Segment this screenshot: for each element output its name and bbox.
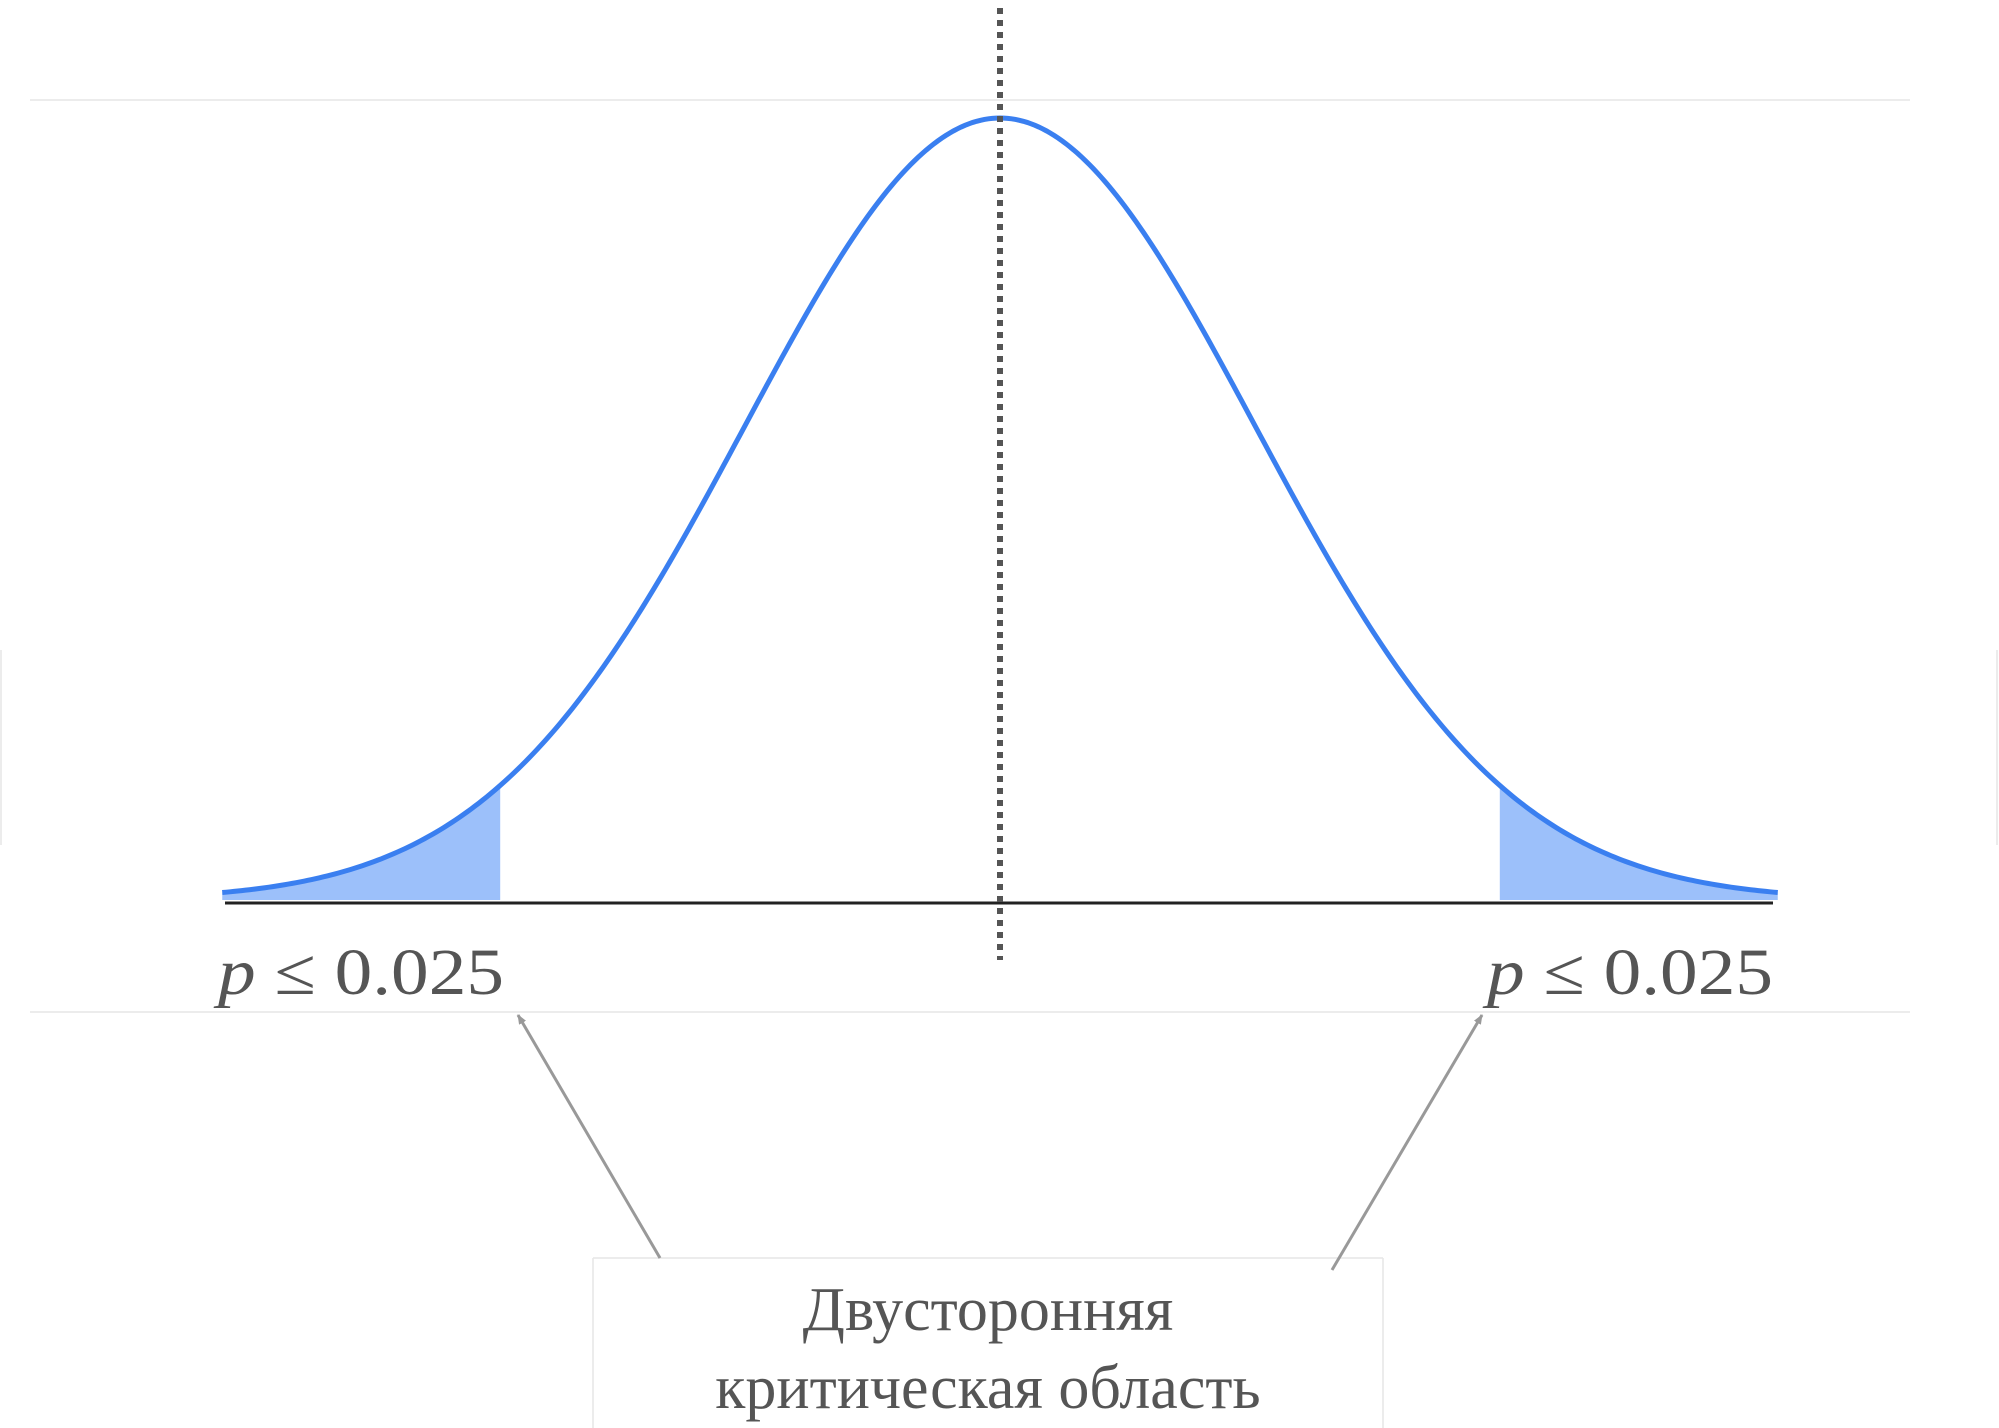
left-critical-region-shading — [222, 785, 501, 900]
right-tail-p-value-label: p ≤ 0.025 — [1482, 936, 1773, 1009]
caption-line-2: критическая область — [715, 1354, 1260, 1422]
left-p-variable: p — [213, 936, 255, 1009]
left-p-threshold: ≤ 0.025 — [256, 936, 504, 1009]
caption-line-1: Двусторонняя — [803, 1276, 1174, 1344]
right-pointer-arrow — [1330, 1014, 1484, 1271]
left-pointer-arrow — [516, 1014, 662, 1259]
background-guides — [0, 99, 1998, 1428]
right-p-variable: p — [1482, 936, 1524, 1009]
right-p-threshold: ≤ 0.025 — [1525, 936, 1773, 1009]
right-critical-region-shading — [1499, 785, 1778, 900]
left-tail-p-value-label: p ≤ 0.025 — [213, 936, 504, 1009]
